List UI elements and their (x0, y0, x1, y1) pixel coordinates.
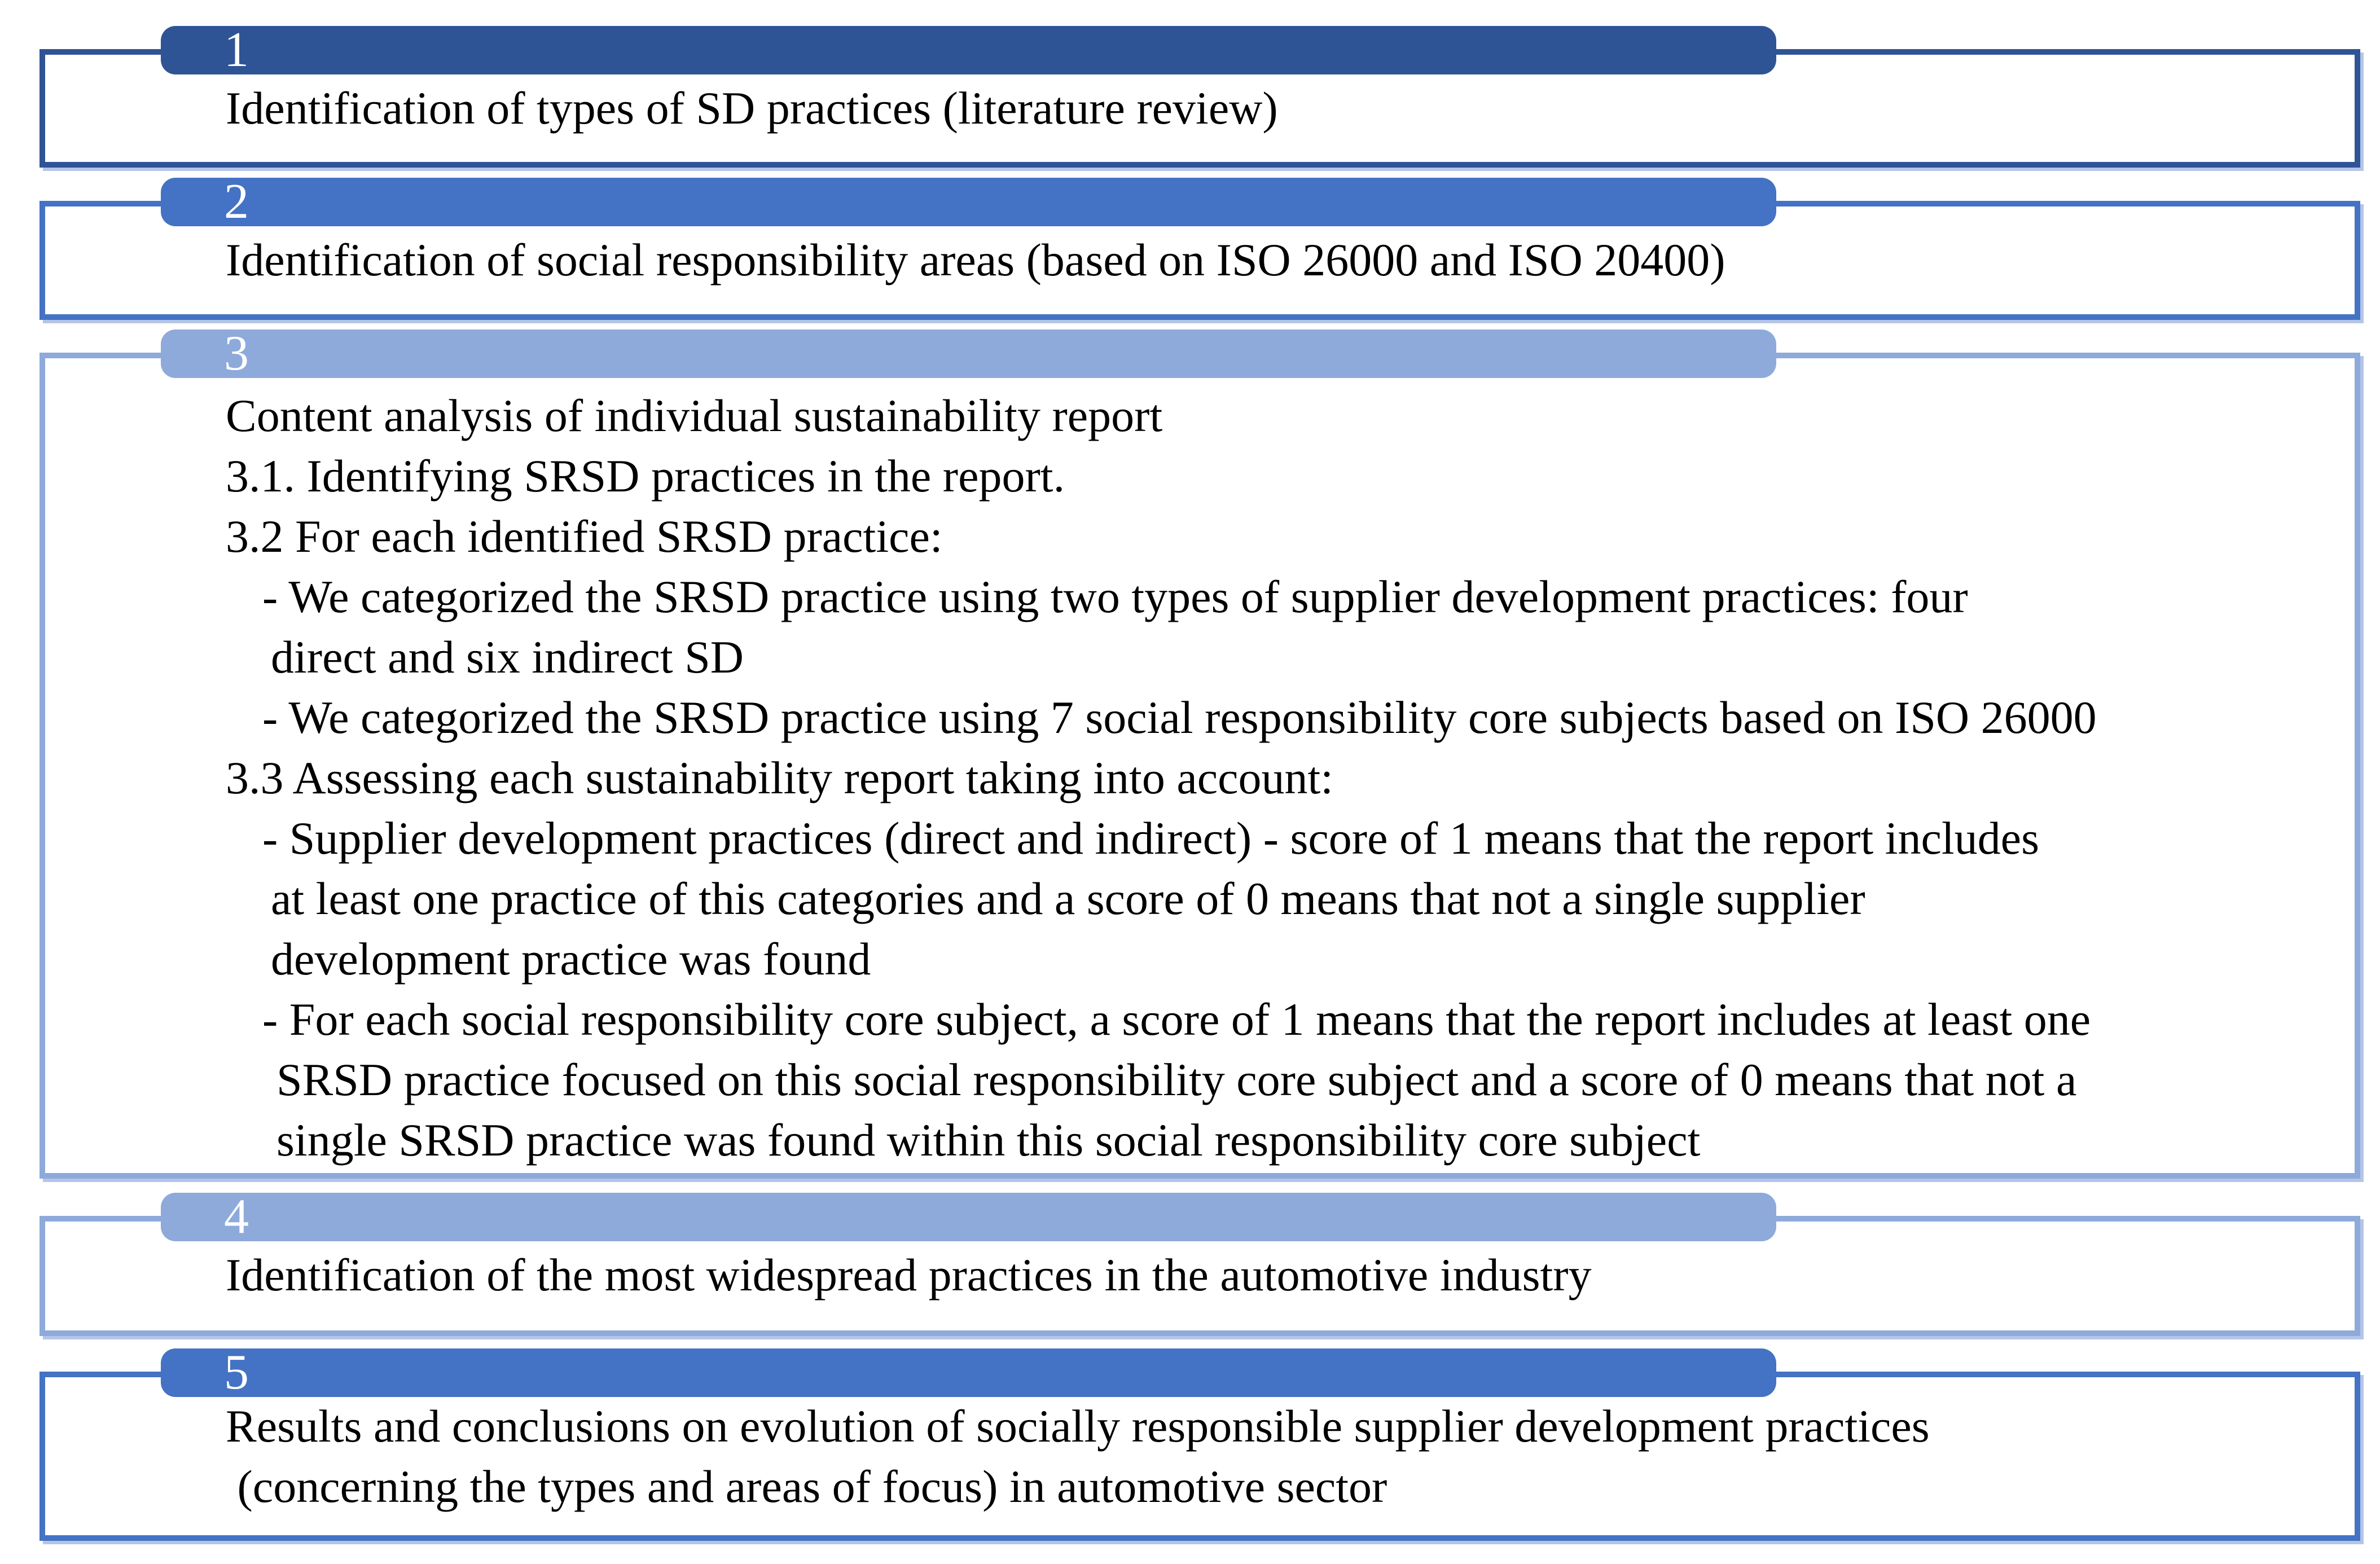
step-5-number: 5 (224, 1345, 249, 1400)
step-3-text-line: at least one practice of this categories… (271, 873, 1865, 924)
step-5-text-line: (concerning the types and areas of focus… (226, 1461, 1387, 1512)
step-3-text-line: SRSD practice focused on this social res… (276, 1054, 2077, 1105)
step-5-header-bar: 5 (161, 1345, 1776, 1400)
step-3-text-line: 3.3 Assessing each sustainability report… (226, 752, 1334, 803)
step-3-text-line: 3.2 For each identified SRSD practice: (226, 511, 943, 562)
step-3-text-line: development practice was found (271, 933, 871, 985)
step-4-number: 4 (224, 1189, 249, 1244)
step-3-number: 3 (224, 326, 249, 381)
step-2-text-line: Identification of social responsibility … (226, 234, 1725, 285)
step-4-header-bar: 4 (161, 1189, 1776, 1244)
step-3-text-line: - We categorized the SRSD practice using… (262, 692, 2097, 743)
step-3-header-bar: 3 (161, 326, 1776, 381)
step-3-text-line: Content analysis of individual sustainab… (226, 390, 1163, 441)
step-3-text-line: single SRSD practice was found within th… (276, 1114, 1701, 1166)
step-5-panel: Results and conclusions on evolution of … (39, 1372, 2360, 1541)
step-2-number: 2 (224, 174, 249, 229)
step-3-text-line: 3.1. Identifying SRSD practices in the r… (226, 450, 1065, 502)
step-3-text-line: - We categorized the SRSD practice using… (262, 571, 1968, 622)
step-3-panel: Content analysis of individual sustainab… (39, 353, 2360, 1179)
step-3-text-line: - Supplier development practices (direct… (262, 812, 2039, 864)
step-3-text-line: - For each social responsibility core su… (262, 994, 2091, 1045)
step-2-header-bar: 2 (161, 174, 1776, 229)
step-5-text-line: Results and conclusions on evolution of … (226, 1400, 1930, 1452)
step-1-text-line: Identification of types of SD practices … (226, 82, 1278, 134)
step-3-text-line: direct and six indirect SD (271, 631, 744, 683)
step-1-number: 1 (224, 23, 249, 77)
step-2-panel: Identification of social responsibility … (39, 201, 2360, 320)
step-4-text-line: Identification of the most widespread pr… (226, 1249, 1592, 1301)
step-1-header-bar: 1 (161, 23, 1776, 77)
